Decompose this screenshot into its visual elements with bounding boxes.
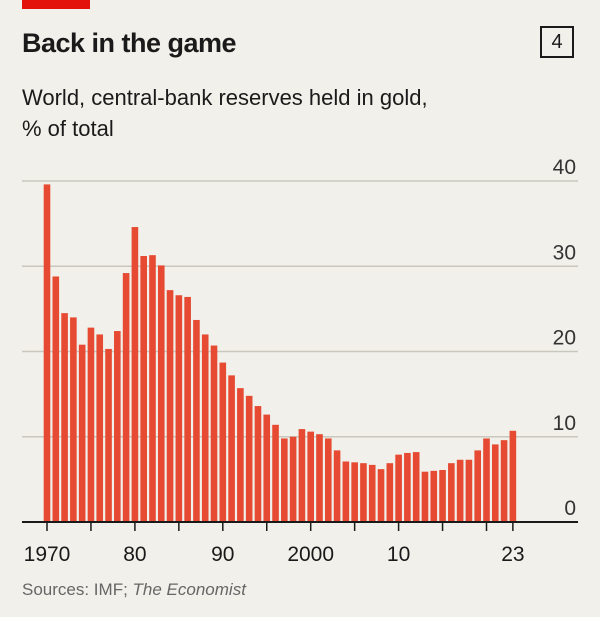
y-tick-label: 30 — [553, 241, 576, 264]
y-tick-label: 40 — [553, 156, 576, 179]
x-tick-label: 23 — [501, 543, 524, 566]
bar — [448, 463, 455, 522]
bar — [52, 276, 60, 522]
bar — [500, 440, 508, 522]
bar — [395, 454, 402, 522]
x-tick-label: 1970 — [24, 543, 71, 566]
x-tick-label: 90 — [211, 543, 234, 566]
bar — [114, 331, 121, 522]
bar — [157, 265, 165, 522]
bar — [210, 345, 218, 522]
chart-number-badge: 4 — [540, 26, 574, 58]
source-italic: The Economist — [132, 580, 246, 599]
y-tick-label: 20 — [553, 327, 576, 350]
bar — [61, 313, 68, 522]
bar — [184, 296, 191, 522]
bar — [377, 469, 385, 522]
bar — [87, 327, 95, 522]
chart-title: Back in the game — [22, 28, 237, 58]
bar — [351, 462, 358, 522]
bar — [96, 334, 104, 522]
bar — [404, 452, 411, 522]
bar — [70, 317, 77, 522]
bar — [122, 273, 130, 522]
bar — [386, 463, 394, 522]
bar — [474, 450, 482, 522]
bar — [263, 414, 271, 522]
bar — [201, 334, 209, 522]
bar — [509, 430, 517, 522]
bar — [465, 459, 473, 522]
bar — [237, 388, 244, 522]
bar — [298, 429, 306, 522]
bar — [105, 348, 112, 522]
bar — [483, 438, 490, 522]
source-note: Sources: IMF; The Economist — [22, 580, 246, 600]
bar — [491, 444, 499, 522]
chart-subtitle: World, central-bank reserves held in gol… — [22, 85, 428, 141]
bar — [78, 344, 86, 522]
bar — [149, 255, 156, 523]
bar — [342, 461, 350, 522]
bar — [193, 319, 200, 522]
bar — [360, 463, 367, 522]
bar — [245, 395, 253, 522]
bar — [281, 438, 288, 522]
bar — [430, 470, 438, 522]
bar — [456, 459, 464, 522]
source-prefix: Sources: IMF; — [22, 580, 133, 599]
bar — [368, 464, 376, 522]
x-tick-label: 10 — [387, 543, 410, 566]
bar — [43, 184, 51, 522]
bar — [316, 434, 323, 522]
bar — [439, 469, 446, 522]
bar — [131, 227, 139, 522]
bar — [254, 406, 262, 522]
bar — [140, 256, 147, 522]
bar — [412, 452, 420, 522]
bar — [421, 471, 429, 522]
brand-tag — [22, 0, 90, 9]
x-tick-label: 80 — [123, 543, 146, 566]
bar — [324, 438, 332, 522]
bar — [219, 362, 227, 522]
bar — [228, 375, 235, 522]
bar — [333, 450, 341, 522]
bar — [289, 436, 297, 522]
bar — [166, 290, 174, 522]
bar — [272, 424, 279, 522]
bar — [175, 295, 183, 522]
x-tick-label: 2000 — [287, 543, 334, 566]
y-tick-label: 10 — [553, 412, 576, 435]
bar — [307, 431, 314, 522]
y-tick-label: 0 — [564, 497, 576, 520]
